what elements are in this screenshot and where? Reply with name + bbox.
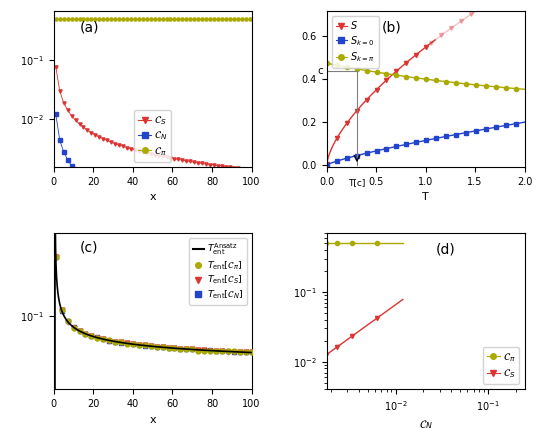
Legend: $\mathcal{C}_\pi$, $\mathcal{C}_S$: $\mathcal{C}_\pi$, $\mathcal{C}_S$ xyxy=(483,347,519,384)
Text: (b): (b) xyxy=(382,20,402,34)
X-axis label: x: x xyxy=(150,193,156,202)
Legend: $\mathcal{C}_S$, $\mathcal{C}_N$, $\mathcal{C}_\pi$: $\mathcal{C}_S$, $\mathcal{C}_N$, $\math… xyxy=(134,110,171,162)
Text: (a): (a) xyxy=(80,20,99,34)
Text: c: c xyxy=(317,66,323,76)
Text: (d): (d) xyxy=(436,242,455,256)
X-axis label: T: T xyxy=(422,193,429,202)
X-axis label: x: x xyxy=(150,415,156,425)
Text: (c): (c) xyxy=(80,241,98,255)
Text: T[c]: T[c] xyxy=(348,178,366,187)
X-axis label: $\mathcal{C}_N$: $\mathcal{C}_N$ xyxy=(419,419,433,428)
Legend: $T_\mathrm{ent}^\mathrm{Ansatz}$, $T_\mathrm{ent}[\mathcal{C}_\pi]$, $T_\mathrm{: $T_\mathrm{ent}^\mathrm{Ansatz}$, $T_\ma… xyxy=(189,238,247,305)
Legend: $S$, $S_{k=0}$, $S_{k=\pi}$: $S$, $S_{k=0}$, $S_{k=\pi}$ xyxy=(331,15,379,68)
